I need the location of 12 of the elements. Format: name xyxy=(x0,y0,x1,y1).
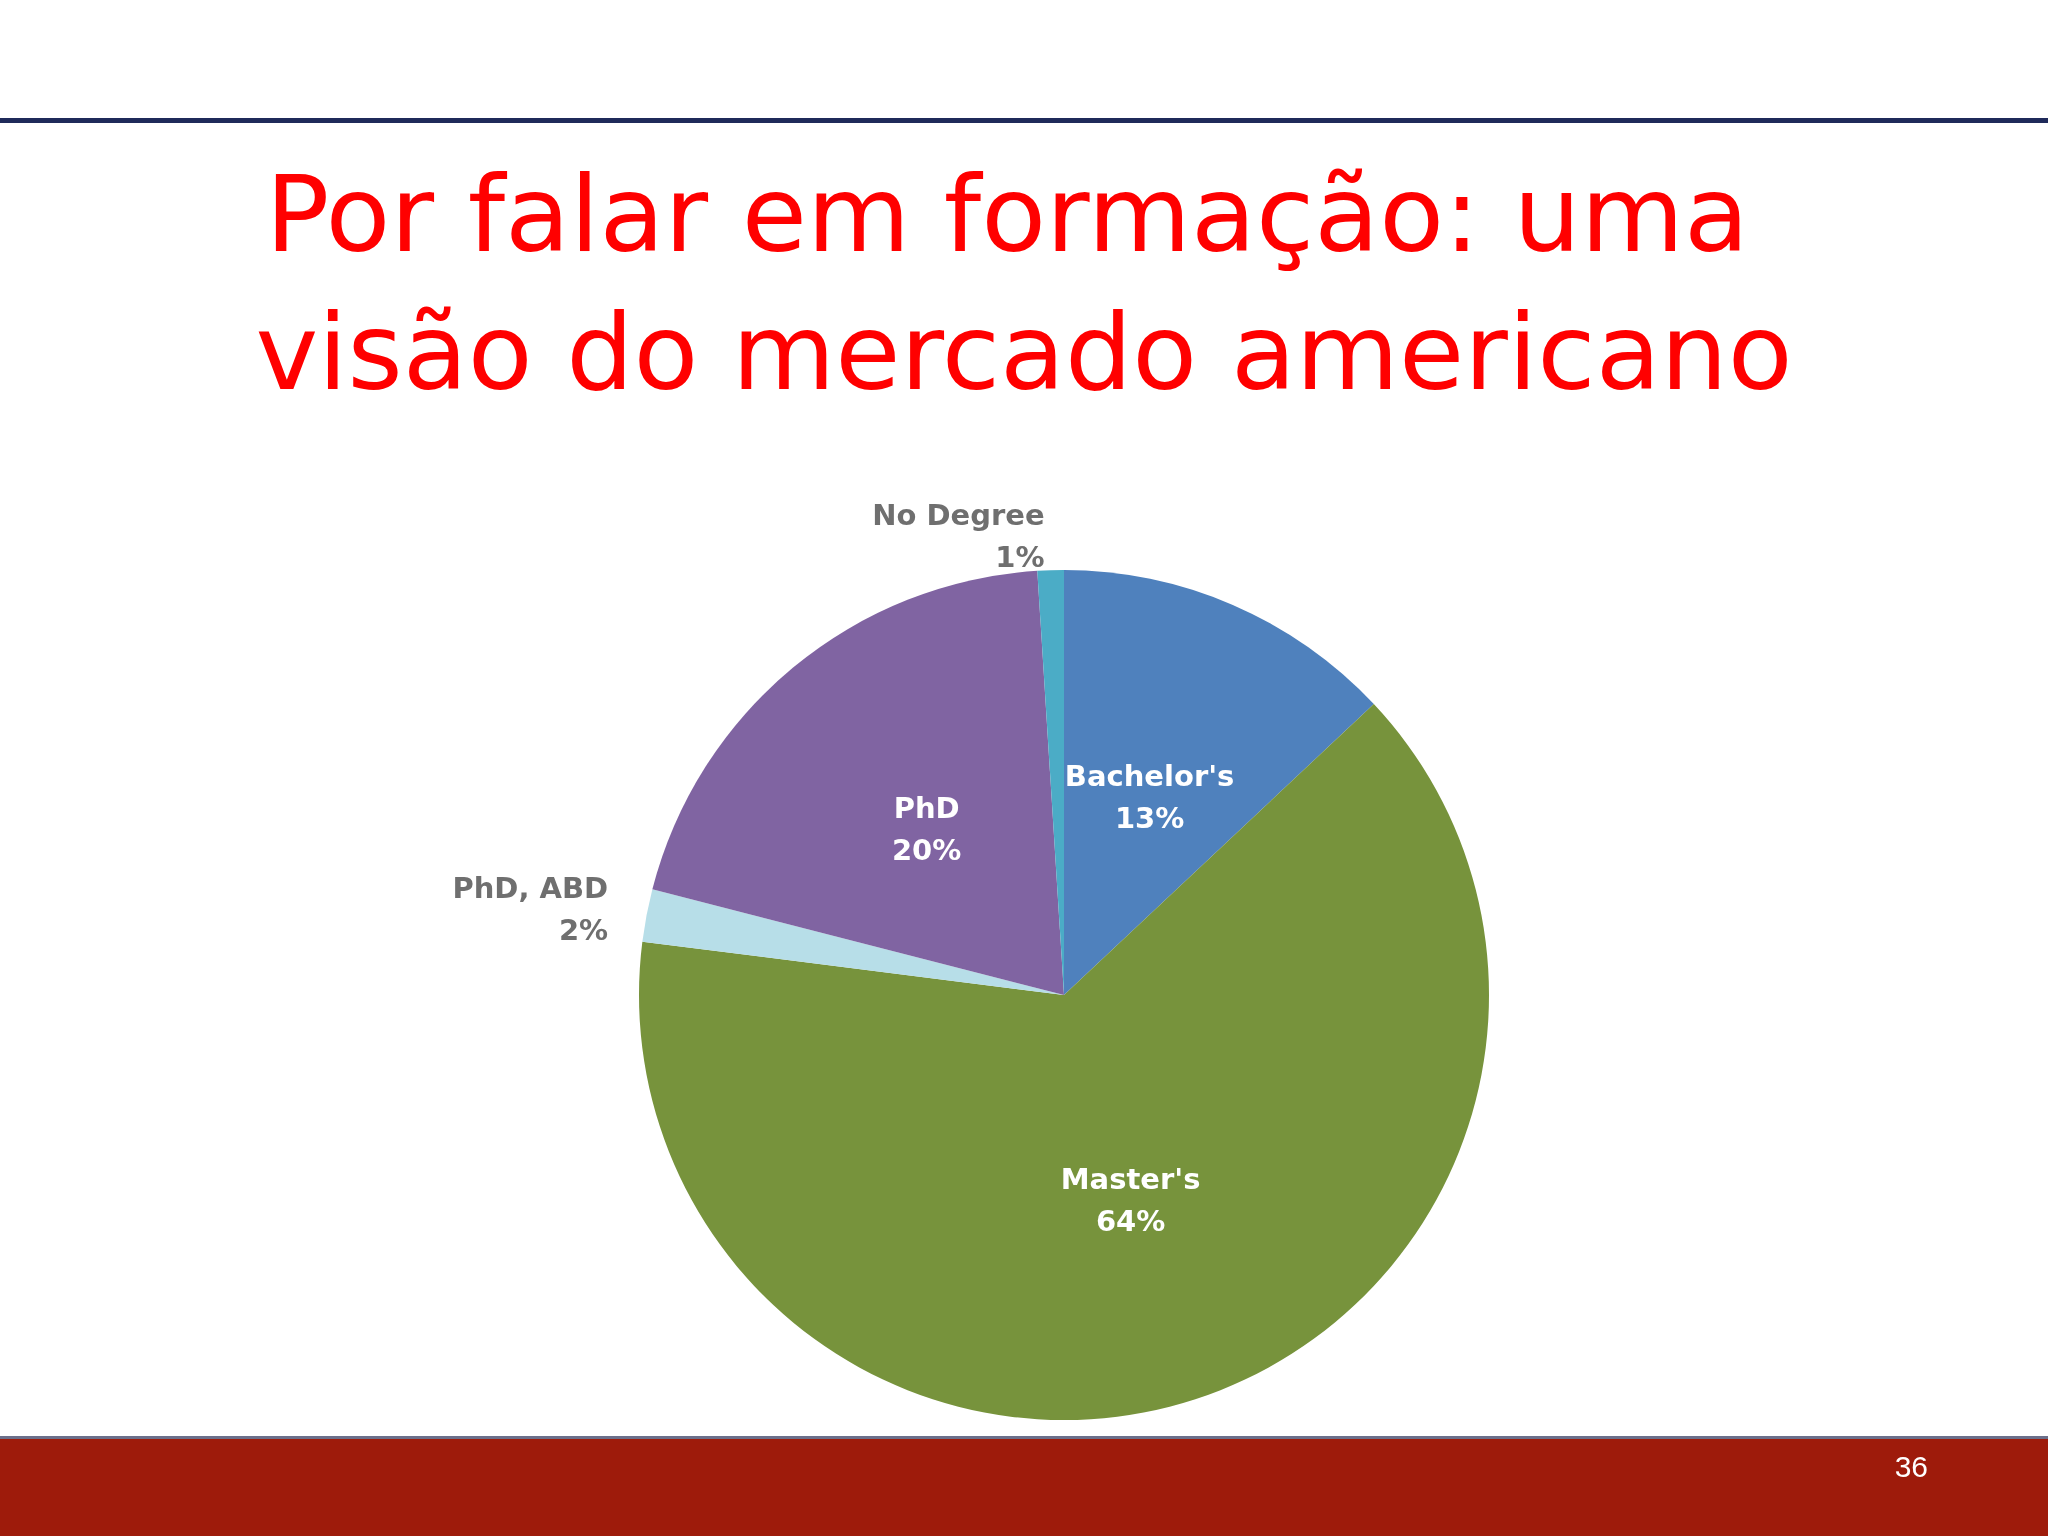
text: 36 xyxy=(1894,1450,1928,1484)
slice-label: No Degree xyxy=(872,498,1045,533)
data-label: 20% xyxy=(891,832,962,867)
data-label: 1% xyxy=(995,540,1045,575)
slice-label: Master's xyxy=(1060,1161,1201,1196)
slice-label: PhD, ABD xyxy=(452,870,609,905)
slice-label: Bachelor's xyxy=(1064,759,1235,794)
data-label: 13% xyxy=(1114,801,1185,836)
data-label: 2% xyxy=(558,912,609,947)
slice-label: PhD xyxy=(893,790,960,825)
data-label: 64% xyxy=(1095,1203,1166,1238)
chart-title: Por falar em formação: uma visão do mercado americano xyxy=(255,152,1793,414)
